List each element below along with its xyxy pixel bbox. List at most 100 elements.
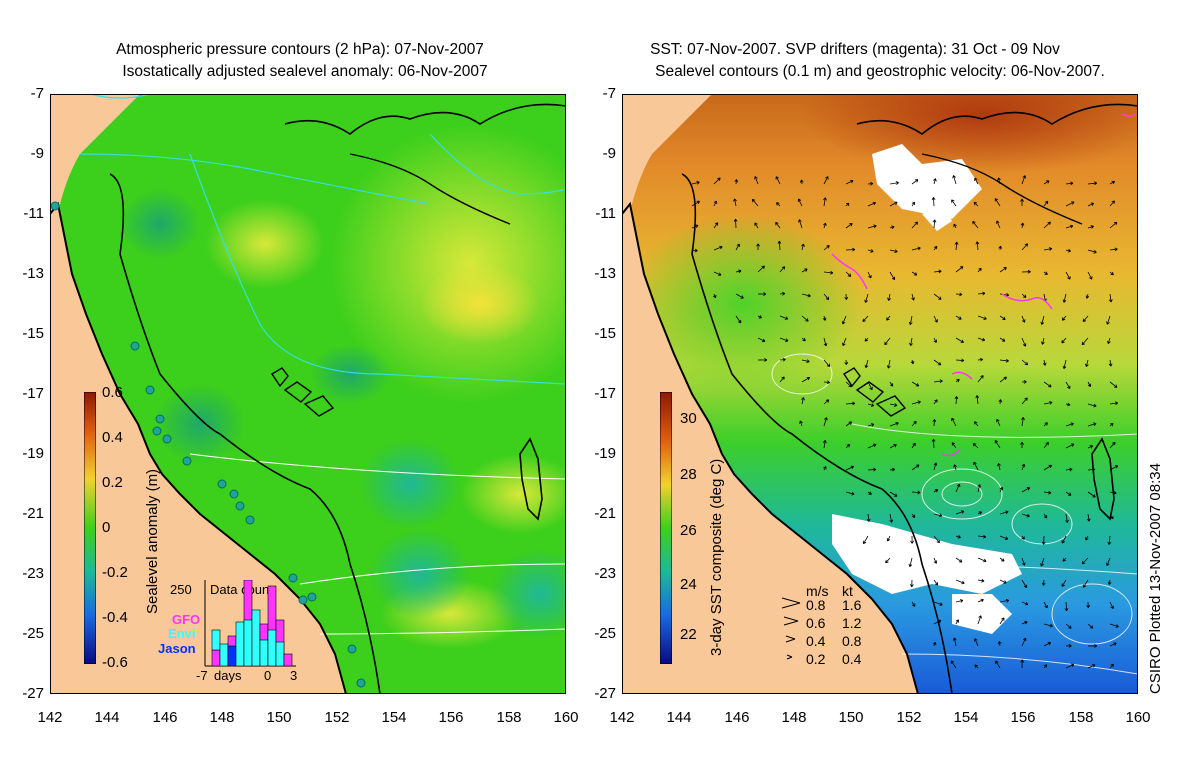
velocity-arrow [889, 513, 894, 523]
velocity-arrow [889, 181, 899, 185]
velocity-arrow [1109, 247, 1118, 252]
velocity-arrow [779, 357, 786, 362]
left-ytick-0: -7 [30, 85, 44, 102]
velocity-arrow [1020, 441, 1024, 449]
inset-legend-jason: Jason [158, 641, 196, 656]
velocity-arrow [1109, 663, 1114, 669]
left-xtick-6: 154 [381, 709, 407, 726]
velocity-arrow [999, 598, 1010, 603]
velocity-arrow [845, 223, 853, 229]
velocity-arrow [733, 198, 737, 207]
velocity-arrow [1085, 359, 1089, 367]
left-ytick-4: -15 [22, 325, 44, 342]
velocity-arrow [889, 403, 898, 407]
velocity-arrow [1087, 181, 1098, 186]
left-xtick-4: 150 [266, 709, 292, 726]
velocity-arrow [933, 359, 942, 366]
inset-xlabel: days [214, 668, 242, 683]
right-ytick-3: -13 [594, 265, 616, 282]
left-ytick-2: -11 [23, 205, 44, 222]
velocity-arrow [691, 200, 700, 207]
inset-legend-gfo: GFO [172, 612, 201, 627]
left-map [50, 94, 566, 694]
velocity-arrow [1109, 401, 1119, 406]
velocity-arrow [1081, 337, 1089, 346]
velocity-arrow [779, 266, 786, 273]
right-colorbar-label: 3-day SST composite (deg C) [708, 458, 725, 656]
right-cb-tick-3: 24 [680, 576, 697, 593]
velocity-arrow [974, 177, 979, 185]
velocity-arrow [866, 513, 871, 522]
velocity-arrow [994, 198, 1001, 207]
velocity-arrow [1021, 601, 1029, 606]
velocity-arrow [955, 358, 965, 363]
velocity-arrow [933, 269, 942, 274]
velocity-arrow [955, 579, 965, 585]
velocity-arrow [823, 293, 830, 301]
velocity-arrow [1041, 535, 1046, 545]
velocity-arrow [889, 444, 897, 449]
inset-xtick-zero: 0 [264, 668, 272, 683]
left-xtick-5: 152 [324, 709, 350, 726]
velocity-arrow [823, 466, 827, 471]
velocity-arrow [977, 357, 984, 362]
velocity-arrow [845, 444, 851, 449]
velocity-arrow [823, 337, 828, 347]
velocity-arrow [884, 337, 891, 346]
right-cb-tick-2: 26 [680, 522, 697, 539]
velocity-arrow [1042, 359, 1047, 366]
velocity-arrow [1109, 200, 1115, 207]
right-ytick-4: -15 [594, 325, 616, 342]
velocity-arrow [841, 315, 847, 325]
velocity-arrow [932, 219, 937, 229]
velocity-arrow [735, 315, 742, 324]
velocity-arrow [735, 269, 742, 274]
velocity-arrow [823, 359, 831, 367]
velocity-arrow [867, 249, 874, 253]
velocity-arrow [779, 376, 785, 383]
velocity-arrow [887, 293, 891, 301]
velocity-arrow [889, 491, 898, 497]
velocity-arrow [1062, 557, 1067, 562]
velocity-arrow [973, 201, 979, 207]
velocity-arrow [1021, 487, 1031, 493]
velocity-arrow [1021, 243, 1029, 251]
velocity-arrow [975, 395, 980, 405]
velocity-arrow [867, 381, 873, 391]
velocity-arrow [999, 510, 1009, 515]
left-ytick-10: -27 [22, 685, 44, 702]
velocity-arrow [1043, 381, 1052, 388]
velocity-arrow [1109, 381, 1118, 388]
velocity-arrow [823, 417, 828, 427]
right-xtick-7: 156 [1010, 709, 1036, 726]
velocity-arrow [776, 202, 781, 207]
left-title-line2: Isostatically adjusted sealevel anomaly:… [122, 63, 488, 80]
velocity-arrow [713, 222, 719, 229]
velocity-arrow [1020, 659, 1025, 669]
left-cb-tick-6: -0.6 [102, 654, 128, 671]
velocity-arrow [862, 315, 869, 322]
velocity-arrow [734, 179, 739, 185]
velocity-arrow [864, 359, 869, 369]
velocity-arrow [933, 399, 938, 405]
right-xtick-4: 150 [838, 709, 864, 726]
velocity-arrow [757, 265, 765, 273]
velocity-arrow [1087, 271, 1093, 280]
velocity-arrow [1043, 464, 1053, 471]
velocity-arrow [775, 221, 781, 229]
velocity-arrow [950, 660, 957, 669]
velocity-legend-header-kt: kt [842, 583, 853, 599]
velocity-arrow [1021, 620, 1028, 625]
velocity-arrow [975, 241, 980, 251]
velocity-arrow [909, 337, 913, 346]
velocity-arrow [799, 420, 803, 427]
velocity-arrow [977, 484, 982, 493]
velocity-arrow [951, 417, 957, 427]
velocity-arrow [1021, 417, 1025, 427]
velocity-arrow [713, 177, 721, 185]
right-xtick-1: 144 [666, 709, 692, 726]
velocity-arrow [1040, 315, 1045, 325]
velocity-arrow [933, 337, 937, 343]
velocity-arrow [1109, 642, 1117, 647]
velocity-arrow [1109, 601, 1114, 609]
